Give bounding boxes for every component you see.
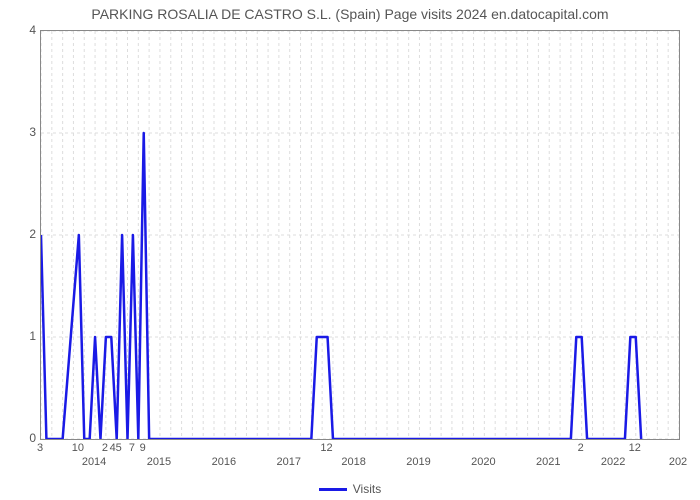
chart-container: PARKING ROSALIA DE CASTRO S.L. (Spain) P… [0,0,700,500]
x-year-label: 2015 [147,456,171,468]
x-year-label: 2017 [276,456,300,468]
y-tick-label: 4 [6,23,36,37]
x-year-label: 202 [669,456,687,468]
y-tick-label: 3 [6,125,36,139]
x-tick-label: 10 [72,442,84,454]
x-year-label: 2019 [406,456,430,468]
plot-area [40,30,680,440]
x-year-label: 2014 [82,456,106,468]
x-tick-label: 12 [320,442,332,454]
chart-title: PARKING ROSALIA DE CASTRO S.L. (Spain) P… [0,6,700,22]
x-tick-label: 2 [102,442,108,454]
x-tick-label: 12 [629,442,641,454]
x-tick-label: 2 [578,442,584,454]
x-year-label: 2018 [341,456,365,468]
legend-swatch [319,488,347,491]
y-tick-label: 1 [6,329,36,343]
x-year-label: 2021 [536,456,560,468]
x-tick-label: 3 [37,442,43,454]
x-tick-label: 45 [110,442,122,454]
x-tick-label: 9 [140,442,146,454]
legend: Visits [0,482,700,496]
y-tick-label: 0 [6,431,36,445]
x-year-label: 2016 [212,456,236,468]
line-series [41,31,679,439]
y-tick-label: 2 [6,227,36,241]
x-tick-label: 7 [129,442,135,454]
legend-label: Visits [353,482,381,496]
x-year-label: 2022 [601,456,625,468]
x-year-label: 2020 [471,456,495,468]
